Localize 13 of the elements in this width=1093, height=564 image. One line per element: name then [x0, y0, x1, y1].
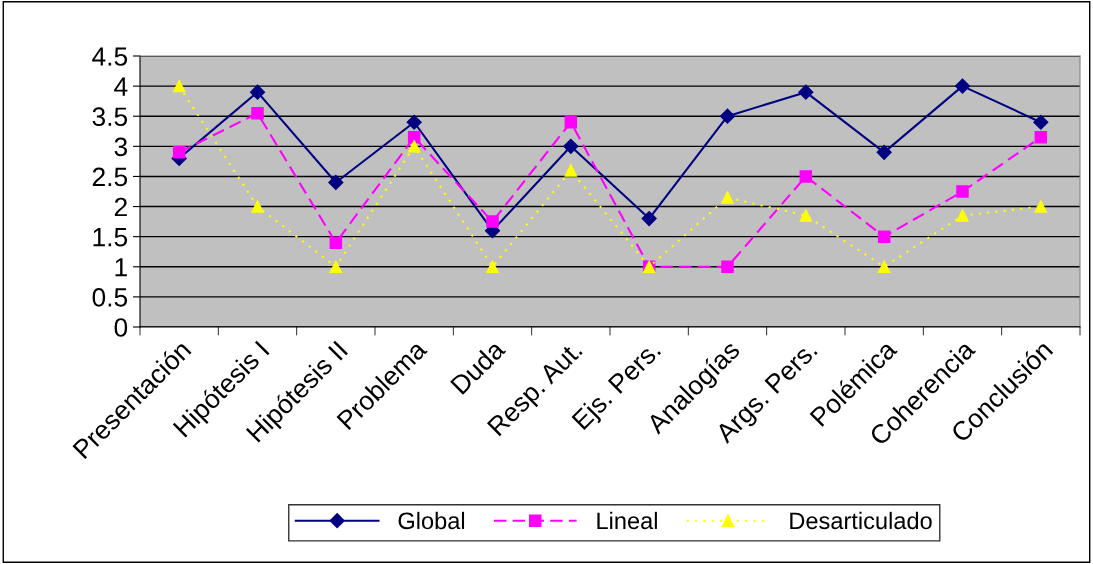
y-tick-label: 0.5 — [92, 288, 128, 307]
y-tick-label: 1 — [115, 258, 127, 277]
y-tick-label: 3 — [114, 137, 128, 157]
y-tick-label: 0 — [114, 318, 128, 337]
y-tick-label: 4 — [114, 77, 128, 96]
y-tick-label: 3.5 — [92, 107, 128, 127]
legend-label: Lineal — [597, 511, 657, 530]
y-tick-label: 1.5 — [93, 228, 128, 247]
y-tick-label: 4.5 — [92, 47, 128, 66]
legend-label: Global — [398, 511, 465, 530]
legend-label: Desarticulado — [790, 511, 932, 530]
y-tick-label: 2 — [114, 197, 127, 217]
y-tick-label: 2.5 — [92, 167, 128, 187]
